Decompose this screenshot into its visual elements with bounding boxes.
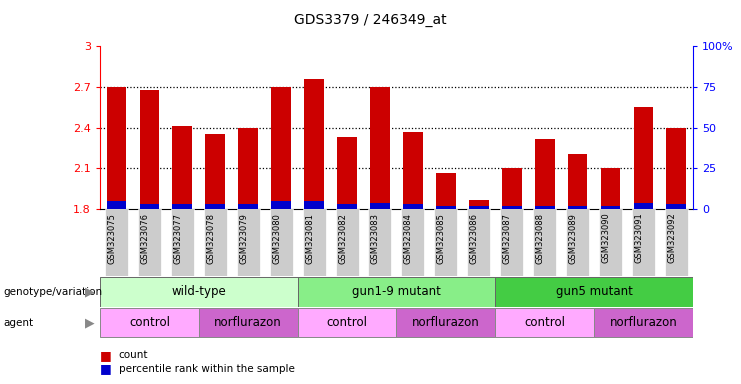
Bar (204, 209, 227, 276)
Text: GSM323080: GSM323080 (272, 213, 281, 263)
Bar (173, 204, 192, 209)
Text: GSM323076: GSM323076 (141, 213, 150, 264)
Bar (336, 209, 359, 276)
Bar (665, 209, 688, 276)
Bar (370, 87, 390, 209)
Text: norflurazon: norflurazon (412, 316, 479, 329)
Bar (434, 209, 457, 276)
Text: count: count (119, 350, 148, 360)
Bar (568, 206, 588, 209)
Text: wild-type: wild-type (171, 285, 226, 298)
Bar (632, 209, 655, 276)
Bar (305, 201, 324, 209)
Bar (601, 169, 620, 209)
Bar (236, 209, 260, 276)
Bar (634, 107, 654, 209)
Text: GSM323090: GSM323090 (602, 213, 611, 263)
Bar (402, 209, 425, 276)
Text: GDS3379 / 246349_at: GDS3379 / 246349_at (294, 13, 447, 27)
Bar (469, 206, 488, 209)
Bar (139, 89, 159, 209)
Bar (436, 206, 456, 209)
Bar (305, 79, 324, 209)
Bar (403, 204, 423, 209)
Bar (666, 204, 686, 209)
Bar (495, 277, 693, 306)
Bar (566, 209, 589, 276)
Text: ▶: ▶ (85, 285, 95, 298)
Text: percentile rank within the sample: percentile rank within the sample (119, 364, 294, 374)
Bar (337, 137, 357, 209)
Text: genotype/variation: genotype/variation (4, 287, 103, 297)
Bar (298, 277, 495, 306)
Bar (298, 308, 396, 337)
Text: GSM323089: GSM323089 (568, 213, 577, 263)
Bar (396, 308, 495, 337)
Bar (270, 209, 293, 276)
Bar (105, 209, 128, 276)
Text: GSM323084: GSM323084 (404, 213, 413, 263)
Text: GSM323085: GSM323085 (437, 213, 446, 263)
Bar (594, 308, 693, 337)
Text: GSM323088: GSM323088 (536, 213, 545, 264)
Text: ■: ■ (100, 362, 112, 375)
Bar (599, 209, 622, 276)
Text: GSM323079: GSM323079 (239, 213, 248, 263)
Bar (535, 139, 554, 209)
Bar (271, 201, 291, 209)
Bar (107, 87, 127, 209)
Bar (205, 134, 225, 209)
Bar (337, 204, 357, 209)
Text: agent: agent (4, 318, 34, 328)
Bar (468, 209, 491, 276)
Bar (173, 126, 192, 209)
Bar (634, 203, 654, 209)
Text: ▶: ▶ (85, 316, 95, 329)
Bar (138, 209, 161, 276)
Bar (205, 204, 225, 209)
Text: control: control (524, 316, 565, 329)
Text: GSM323087: GSM323087 (502, 213, 512, 264)
Bar (107, 201, 127, 209)
Bar (666, 127, 686, 209)
Bar (568, 154, 588, 209)
Text: control: control (327, 316, 368, 329)
Text: GSM323082: GSM323082 (338, 213, 347, 263)
Text: GSM323086: GSM323086 (470, 213, 479, 264)
Bar (500, 209, 523, 276)
Bar (370, 203, 390, 209)
Text: GSM323077: GSM323077 (173, 213, 182, 264)
Bar (199, 308, 298, 337)
Bar (469, 200, 488, 209)
Bar (171, 209, 194, 276)
Bar (271, 87, 291, 209)
Text: GSM323078: GSM323078 (206, 213, 216, 264)
Bar (403, 132, 423, 209)
Text: gun1-9 mutant: gun1-9 mutant (352, 285, 441, 298)
Text: GSM323081: GSM323081 (305, 213, 314, 263)
Bar (139, 204, 159, 209)
Bar (502, 206, 522, 209)
Bar (100, 308, 199, 337)
Text: control: control (129, 316, 170, 329)
Bar (533, 209, 556, 276)
Bar (239, 127, 258, 209)
Text: norflurazon: norflurazon (610, 316, 677, 329)
Text: GSM323092: GSM323092 (668, 213, 677, 263)
Text: GSM323083: GSM323083 (371, 213, 380, 264)
Bar (368, 209, 391, 276)
Text: norflurazon: norflurazon (214, 316, 282, 329)
Bar (535, 206, 554, 209)
Text: ■: ■ (100, 349, 112, 362)
Text: GSM323075: GSM323075 (107, 213, 116, 263)
Bar (239, 204, 258, 209)
Text: GSM323091: GSM323091 (634, 213, 643, 263)
Bar (601, 206, 620, 209)
Bar (436, 172, 456, 209)
Text: gun5 mutant: gun5 mutant (556, 285, 633, 298)
Bar (502, 169, 522, 209)
Bar (495, 308, 594, 337)
Bar (100, 277, 298, 306)
Bar (302, 209, 325, 276)
